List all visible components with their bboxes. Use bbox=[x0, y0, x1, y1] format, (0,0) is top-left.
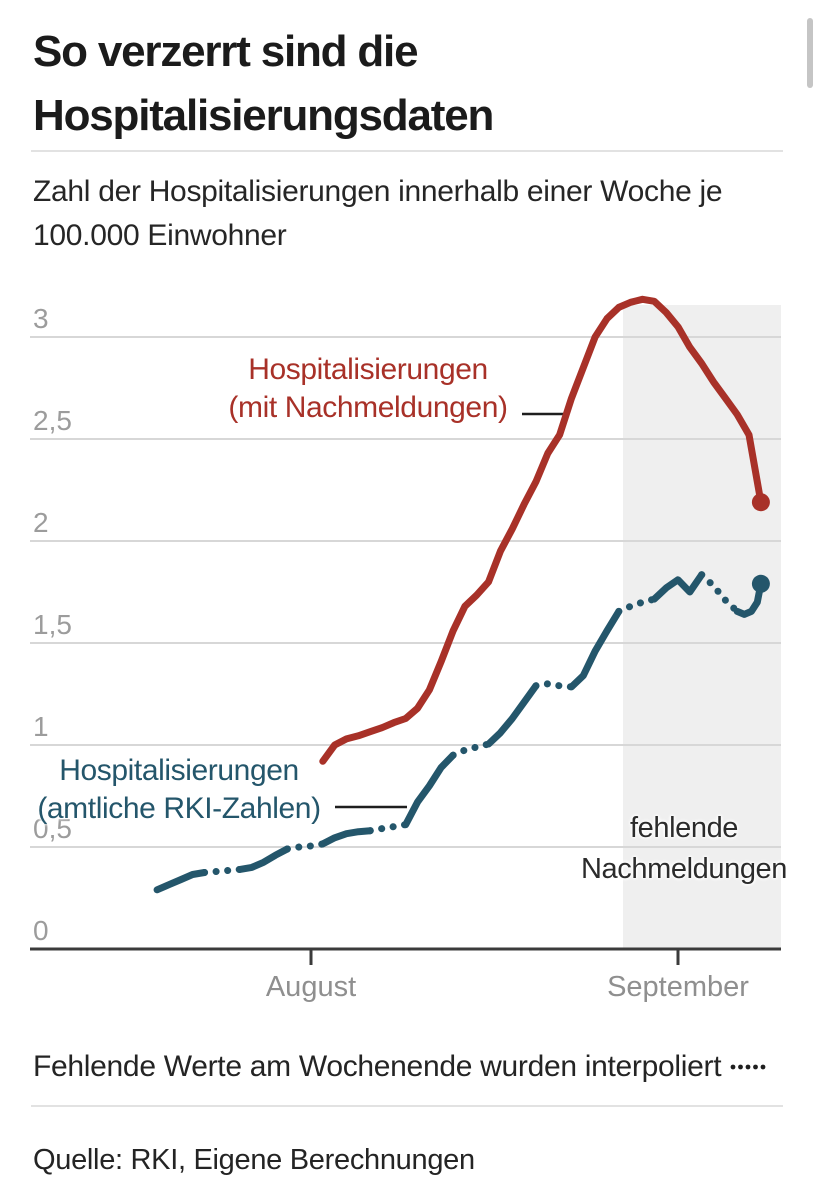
x-tick-label: September bbox=[607, 971, 749, 1003]
series-label-line: (mit Nachmeldungen) bbox=[228, 391, 508, 424]
official-rki-line-solid bbox=[402, 751, 457, 829]
y-tick-label: 2 bbox=[33, 507, 49, 538]
x-tick-label: August bbox=[266, 971, 356, 1003]
chart-subtitle: Zahl der Hospitalisierungen innerhalb ei… bbox=[33, 175, 723, 252]
official-rki-line-solid bbox=[650, 571, 706, 603]
source-credit: Quelle: RKI, Eigene Berechnungen bbox=[33, 1144, 475, 1176]
series-label-official-rki: Hospitalisierungen (amtliche RKI-Zahlen) bbox=[28, 752, 330, 828]
y-tick-label: 3 bbox=[33, 303, 49, 334]
with-late-reports-line-solid bbox=[319, 295, 765, 765]
missing-reports-band-label: fehlende Nachmeldungen bbox=[552, 808, 816, 890]
missing-reports-band bbox=[623, 305, 781, 949]
y-tick-label: 2,5 bbox=[33, 405, 72, 436]
scrollbar-thumb[interactable] bbox=[807, 18, 813, 88]
y-tick-label: 1 bbox=[33, 711, 49, 742]
band-label-line: Nachmeldungen bbox=[581, 853, 787, 885]
series-label-with-late-reports: Hospitalisierungen (mit Nachmeldungen) bbox=[213, 351, 523, 427]
official-rki-line-solid bbox=[319, 827, 374, 848]
y-tick-label: 1,5 bbox=[33, 609, 72, 640]
official-rki-line-solid bbox=[733, 580, 765, 618]
band-label-line: fehlende bbox=[629, 812, 739, 844]
official-rki-line-solid bbox=[153, 869, 208, 894]
footnote-text: Fehlende Werte am Wochenende wurden inte… bbox=[33, 1050, 722, 1083]
series-label-line: Hospitalisierungen bbox=[248, 353, 488, 386]
title-divider bbox=[31, 150, 783, 152]
official-rki-end-dot bbox=[751, 574, 770, 593]
official-rki-line-solid bbox=[568, 607, 623, 691]
y-tick-label: 0 bbox=[33, 915, 49, 946]
official-rki-line-dotted bbox=[532, 680, 575, 691]
with-late-reports-end-dot bbox=[751, 493, 770, 512]
y-tick-label: 0,5 bbox=[33, 813, 72, 844]
official-rki-line-dotted bbox=[366, 821, 410, 835]
interpolation-footnote: Fehlende Werte am Wochenende wurden inte… bbox=[33, 1050, 803, 1084]
series-label-line: Hospitalisierungen bbox=[59, 754, 299, 787]
official-rki-line-dotted bbox=[201, 865, 244, 876]
page-title: So verzerrt sind die Hospitalisierungsda… bbox=[33, 27, 494, 140]
official-rki-line-solid bbox=[236, 845, 291, 873]
footer-divider bbox=[31, 1105, 783, 1107]
official-rki-line-dotted bbox=[698, 571, 741, 615]
official-rki-line-dotted bbox=[615, 595, 658, 615]
dotted-line-sample-icon bbox=[730, 1064, 766, 1070]
series-label-line: (amtliche RKI-Zahlen) bbox=[37, 792, 321, 825]
official-rki-line-solid bbox=[485, 682, 540, 748]
